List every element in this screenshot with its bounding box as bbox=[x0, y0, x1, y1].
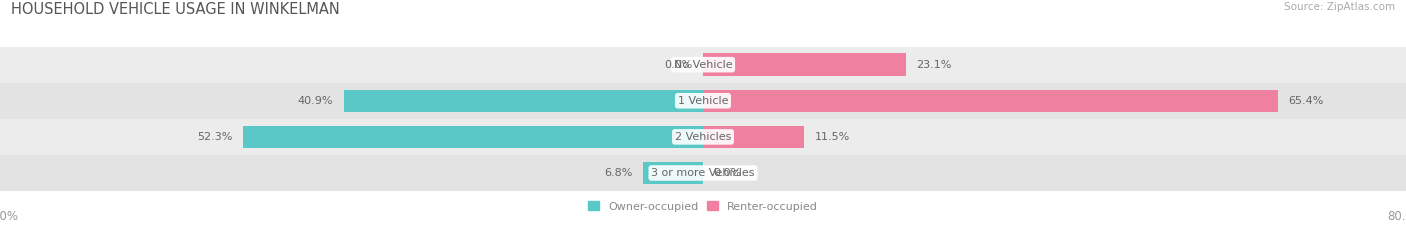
Bar bbox=[243, 126, 703, 148]
Text: 1 Vehicle: 1 Vehicle bbox=[678, 96, 728, 106]
Text: 23.1%: 23.1% bbox=[917, 60, 952, 70]
Bar bbox=[0, 119, 1406, 155]
Text: 65.4%: 65.4% bbox=[1288, 96, 1323, 106]
Text: 0.0%: 0.0% bbox=[664, 60, 693, 70]
Bar bbox=[0, 47, 1406, 83]
Bar bbox=[0, 83, 1406, 119]
Text: HOUSEHOLD VEHICLE USAGE IN WINKELMAN: HOUSEHOLD VEHICLE USAGE IN WINKELMAN bbox=[11, 2, 340, 17]
Text: 6.8%: 6.8% bbox=[605, 168, 633, 178]
Bar bbox=[703, 89, 1278, 112]
Bar bbox=[644, 162, 703, 184]
Legend: Owner-occupied, Renter-occupied: Owner-occupied, Renter-occupied bbox=[583, 197, 823, 216]
Text: No Vehicle: No Vehicle bbox=[673, 60, 733, 70]
Bar bbox=[703, 53, 905, 76]
Bar bbox=[343, 89, 703, 112]
Text: Source: ZipAtlas.com: Source: ZipAtlas.com bbox=[1284, 2, 1395, 12]
Text: 52.3%: 52.3% bbox=[197, 132, 233, 142]
Bar bbox=[703, 126, 804, 148]
Text: 11.5%: 11.5% bbox=[814, 132, 849, 142]
Bar bbox=[0, 155, 1406, 191]
Text: 40.9%: 40.9% bbox=[298, 96, 333, 106]
Text: 3 or more Vehicles: 3 or more Vehicles bbox=[651, 168, 755, 178]
Text: 2 Vehicles: 2 Vehicles bbox=[675, 132, 731, 142]
Text: 0.0%: 0.0% bbox=[713, 168, 742, 178]
